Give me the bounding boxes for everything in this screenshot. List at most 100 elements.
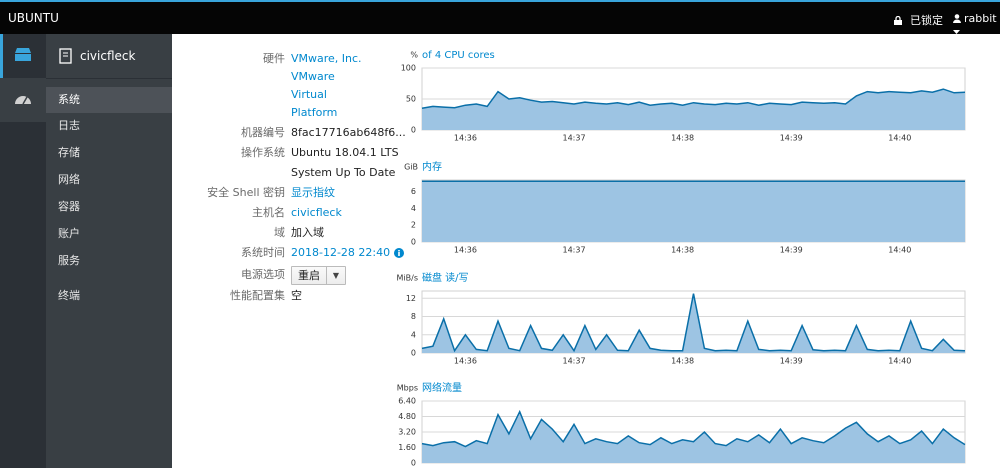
info-row: 电源选项 重启 ▼	[200, 266, 406, 285]
y-tick-label: 0	[411, 349, 416, 358]
nav-item[interactable]: 服务	[58, 254, 80, 267]
host-icon	[59, 48, 72, 64]
info-values: VMware, Inc. VMware Virtual Platform	[291, 50, 363, 122]
info-row: 机器编号 8fac17716ab648f6...	[200, 124, 406, 142]
info-link[interactable]: VMware, Inc.	[291, 52, 362, 65]
restart-button[interactable]: 重启 ▼	[291, 266, 346, 285]
line	[421, 88, 966, 110]
y-tick-label: 2	[411, 221, 416, 230]
area	[422, 89, 965, 130]
info-row: 硬件 VMware, Inc. VMware Virtual Platform	[200, 50, 406, 122]
y-tick-label: 0	[411, 459, 416, 468]
area	[422, 293, 965, 353]
x-tick-label: 14:37	[563, 134, 586, 143]
chart-title: 网络流量	[422, 381, 462, 394]
x-tick-label: 14:36	[454, 246, 477, 255]
y-tick-label: 8	[411, 312, 416, 321]
x-tick-label: 14:38	[671, 357, 694, 366]
info-link[interactable]: VMware Virtual Platform	[291, 70, 338, 119]
y-tick-label: 4	[411, 204, 416, 213]
nav-item[interactable]: 网络	[58, 173, 80, 186]
chart-unit: MiB/s	[397, 274, 418, 283]
info-value: 8fac17716ab648f6...	[291, 126, 406, 139]
y-tick-label: 12	[406, 294, 416, 303]
info-value: 加入域	[291, 226, 324, 239]
brand[interactable]: UBUNTU	[8, 11, 59, 25]
server-icon[interactable]	[15, 48, 31, 61]
nav-menu: civicfleck 系统日志存储网络容器账户服务终端	[46, 34, 172, 468]
y-tick-label: 6.40	[398, 397, 416, 406]
y-tick-label: 0	[411, 238, 416, 247]
info-link[interactable]: 显示指纹	[291, 186, 335, 199]
caret	[953, 30, 960, 34]
y-tick-label: 4.80	[398, 412, 416, 421]
area	[422, 411, 965, 463]
chart-title: of 4 CPU cores	[422, 50, 495, 61]
info-row: 安全 Shell 密钥 显示指纹	[200, 184, 406, 202]
info-row: System Up To Date	[200, 164, 406, 182]
chart-unit: %	[410, 51, 418, 60]
info-row: 系统时间 2018-12-28 22:40	[200, 244, 406, 264]
info-value: 空	[291, 289, 302, 302]
nav-item[interactable]: 日志	[58, 119, 80, 132]
info-value: System Up To Date	[291, 166, 396, 179]
info-row: 性能配置集空	[200, 287, 406, 305]
info-label: 操作系统	[241, 146, 285, 159]
x-tick-label: 14:36	[454, 134, 477, 143]
y-tick-label: 6	[411, 187, 416, 196]
user-name: rabbit	[964, 12, 997, 25]
x-tick-label: 14:37	[563, 246, 586, 255]
host-icons	[0, 34, 46, 122]
lock-status: 已锁定	[894, 12, 943, 28]
info-label: 域	[274, 226, 285, 239]
user-menu[interactable]: rabbit	[953, 12, 1000, 38]
info-label: 主机名	[252, 206, 285, 219]
info-label	[200, 164, 285, 182]
x-tick-label: 14:39	[780, 134, 803, 143]
x-tick-label: 14:37	[563, 357, 586, 366]
chart-unit: Mbps	[397, 384, 418, 393]
x-tick-label: 14:40	[888, 246, 911, 255]
dropdown-toggle[interactable]: ▼	[326, 267, 345, 284]
y-tick-label: 100	[401, 64, 416, 73]
info-label: 电源选项	[241, 268, 285, 281]
lock-icon	[894, 15, 902, 25]
x-tick-label: 14:39	[780, 246, 803, 255]
x-tick-label: 14:38	[671, 134, 694, 143]
chart-title: 磁盘 读/写	[422, 271, 469, 284]
area	[422, 181, 965, 242]
info-label: 安全 Shell 密钥	[207, 186, 285, 199]
y-tick-label: 1.60	[398, 443, 416, 452]
nav-item[interactable]: 存储	[58, 146, 80, 159]
info-label: 机器编号	[241, 126, 285, 139]
host-name: civicfleck	[80, 49, 136, 63]
host-header: civicfleck	[46, 34, 172, 79]
info-link[interactable]: 2018-12-28 22:40	[291, 246, 391, 259]
info-label: 硬件	[263, 52, 285, 65]
lock-text: 已锁定	[910, 14, 943, 27]
nav-item[interactable]: 终端	[58, 289, 80, 302]
info-label: 性能配置集	[230, 289, 285, 302]
x-tick-label: 14:38	[671, 246, 694, 255]
info-label: 系统时间	[241, 246, 285, 259]
info-row: 操作系统 Ubuntu 18.04.1 LTS	[200, 144, 406, 162]
x-tick-label: 14:39	[780, 357, 803, 366]
line	[421, 409, 966, 448]
info-row: 主机名 civicfleck	[200, 204, 406, 222]
system-info: 硬件 VMware, Inc. VMware Virtual Platform 机器编…	[200, 50, 406, 307]
chart-title: 内存	[422, 160, 442, 173]
nav-item[interactable]: 系统	[46, 87, 172, 113]
nav-item[interactable]: 容器	[58, 200, 80, 213]
info-icon[interactable]	[390, 244, 405, 264]
info-link[interactable]: civicfleck	[291, 206, 342, 219]
x-tick-label: 14:40	[888, 357, 911, 366]
line	[421, 293, 966, 353]
y-tick-label: 3.20	[398, 428, 416, 437]
nav-item[interactable]: 账户	[58, 227, 80, 240]
x-tick-label: 14:36	[454, 357, 477, 366]
chart-unit: GiB	[404, 163, 418, 172]
info-value: Ubuntu 18.04.1 LTS	[291, 146, 399, 159]
info-row: 域加入域	[200, 224, 406, 242]
button-text: 重启	[298, 269, 320, 282]
